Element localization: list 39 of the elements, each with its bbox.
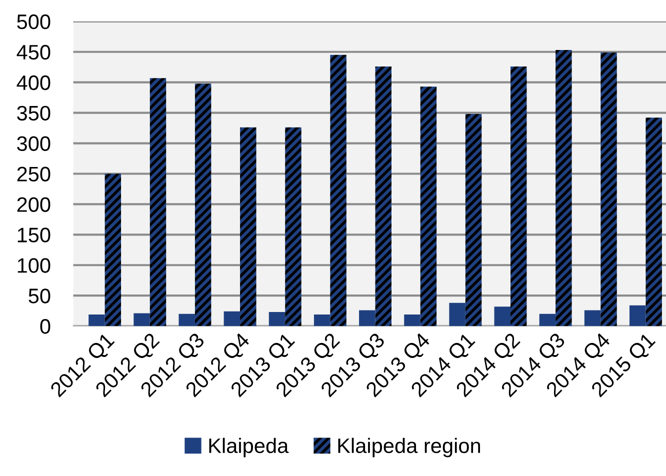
bar xyxy=(510,66,527,326)
bar xyxy=(285,127,302,326)
bar xyxy=(134,313,150,326)
bar xyxy=(375,66,392,326)
y-tick-label: 300 xyxy=(17,136,50,152)
bar xyxy=(240,127,256,326)
bar xyxy=(556,50,572,326)
legend-label: Klaipeda region xyxy=(338,438,480,458)
bar xyxy=(629,305,646,326)
y-tick-label: 350 xyxy=(17,106,50,121)
y-tick-label: 200 xyxy=(17,197,50,212)
y-tick-label: 500 xyxy=(17,14,50,30)
bar xyxy=(330,54,346,326)
legend-label: Klaipeda xyxy=(209,438,289,458)
bar xyxy=(314,314,330,326)
y-tick-label: 0 xyxy=(40,319,50,334)
y-tick-label: 50 xyxy=(28,288,50,304)
bar xyxy=(178,314,195,326)
bar xyxy=(224,311,240,326)
bar xyxy=(268,312,286,326)
bar xyxy=(404,314,420,326)
bar xyxy=(494,306,510,326)
y-tick-label: 400 xyxy=(16,75,50,90)
bar xyxy=(584,310,601,326)
y-tick-label: 250 xyxy=(17,166,50,182)
bar xyxy=(88,314,105,326)
bar xyxy=(646,118,662,326)
bar xyxy=(194,84,212,326)
y-tick-label: 450 xyxy=(16,44,50,60)
bar xyxy=(104,174,122,326)
bar xyxy=(449,302,466,326)
bar xyxy=(600,52,617,326)
bar xyxy=(359,310,376,326)
bar xyxy=(465,114,482,326)
y-tick-label: 150 xyxy=(18,228,50,242)
bar xyxy=(420,86,437,326)
bar xyxy=(150,78,166,326)
bar xyxy=(539,314,556,326)
y-tick-label: 100 xyxy=(18,258,50,273)
